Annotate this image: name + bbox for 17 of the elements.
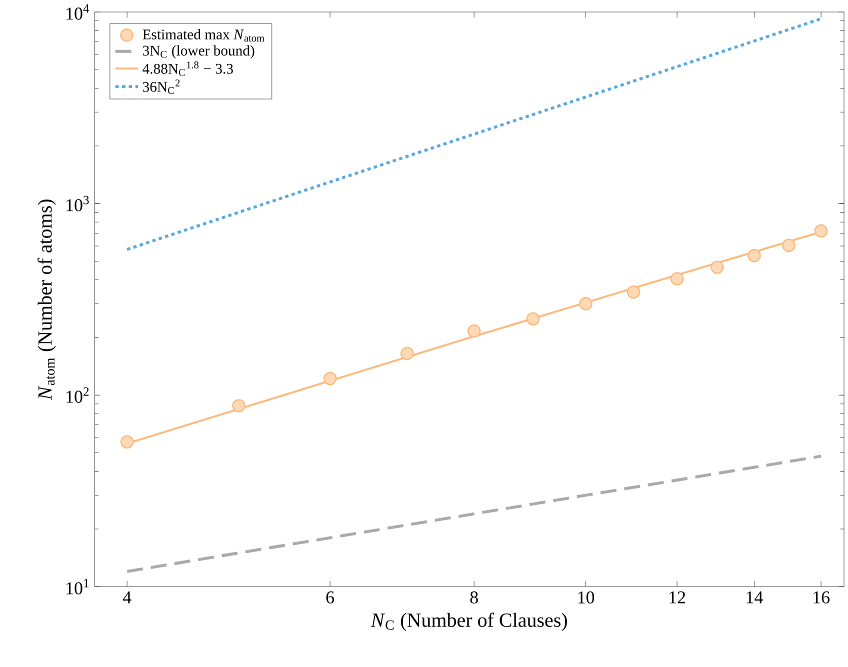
x-tick-label: 8 [470,592,478,604]
x-tick-label: 10 [578,592,594,604]
legend-label: 4.88N$_{C}$$^{1.8}$ − 3.3 [142,62,233,76]
legend-label: 36N$_{C}$2 [143,80,180,94]
y-tick-label: 10$^{1}$ [66,579,89,595]
legend-label: Estimated max N$_{atom}$ [142,29,264,42]
x-axis-title: N$_{C}$ (Number of Clauses) [370,612,567,632]
x-tick-label: 6 [326,592,334,604]
legend-label: 3N$_{C}$ (lower bound) [143,45,254,59]
y-tick-label: 10$^{2}$ [66,388,89,404]
y-axis-title: N$_{atom}$ (Number of atoms) [38,200,56,400]
y-tick-label: 10$^{4}$ [66,4,90,20]
y-tick-label: 10$^{3}$ [66,196,89,212]
x-tick-label: 14 [746,592,763,604]
x-tick-label: 12 [670,592,686,604]
x-tick-label: 4 [122,592,132,604]
x-tick-label: 16 [814,592,830,604]
